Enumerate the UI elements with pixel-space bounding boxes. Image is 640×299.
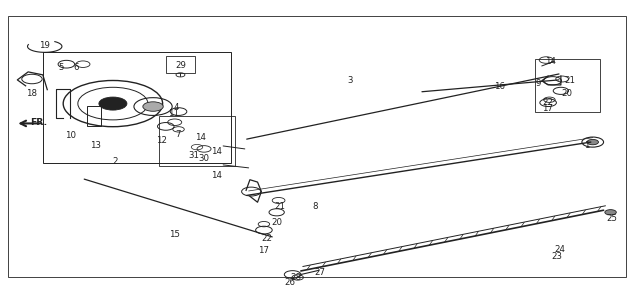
Circle shape: [605, 210, 616, 215]
Text: 14: 14: [545, 57, 556, 66]
Text: 8: 8: [312, 202, 317, 211]
Text: 26: 26: [284, 278, 295, 287]
Text: 27: 27: [314, 268, 326, 277]
Text: 20: 20: [562, 89, 573, 98]
Text: 30: 30: [198, 155, 209, 164]
Bar: [43, 52, 231, 163]
Text: 28: 28: [291, 273, 301, 282]
Text: 6: 6: [74, 63, 79, 72]
Text: 2: 2: [112, 158, 118, 167]
Text: 14: 14: [211, 171, 222, 180]
Text: 9: 9: [535, 79, 541, 88]
Text: 23: 23: [552, 252, 563, 261]
Text: 13: 13: [90, 141, 100, 150]
Text: 11: 11: [168, 109, 179, 118]
Text: 17: 17: [259, 246, 269, 255]
Text: 29: 29: [175, 62, 186, 71]
Text: 4: 4: [174, 103, 179, 112]
Bar: [536, 59, 600, 112]
Text: 7: 7: [176, 130, 181, 139]
Bar: [8, 16, 626, 277]
Circle shape: [143, 102, 163, 111]
Text: 1: 1: [584, 141, 589, 150]
Text: 16: 16: [494, 82, 505, 91]
Text: 3: 3: [348, 76, 353, 85]
Bar: [88, 106, 101, 126]
Text: 15: 15: [169, 230, 180, 239]
Bar: [166, 57, 195, 73]
Text: 20: 20: [271, 219, 282, 228]
Text: 21: 21: [275, 202, 285, 211]
Text: 21: 21: [564, 76, 575, 85]
Text: 12: 12: [156, 135, 168, 144]
Circle shape: [587, 139, 598, 145]
Text: 14: 14: [195, 132, 205, 141]
Text: 31: 31: [188, 151, 199, 160]
Text: 10: 10: [65, 131, 76, 140]
Text: 14: 14: [211, 147, 222, 156]
Text: 19: 19: [39, 41, 50, 50]
Text: 22: 22: [262, 234, 273, 243]
Text: 24: 24: [555, 245, 566, 254]
Text: FR.: FR.: [30, 118, 47, 127]
Text: 17: 17: [542, 104, 553, 113]
Text: 25: 25: [606, 214, 618, 223]
Bar: [159, 116, 235, 166]
Circle shape: [99, 97, 127, 110]
Text: 5: 5: [58, 63, 64, 72]
Text: 22: 22: [542, 98, 553, 107]
Text: 18: 18: [26, 89, 38, 98]
